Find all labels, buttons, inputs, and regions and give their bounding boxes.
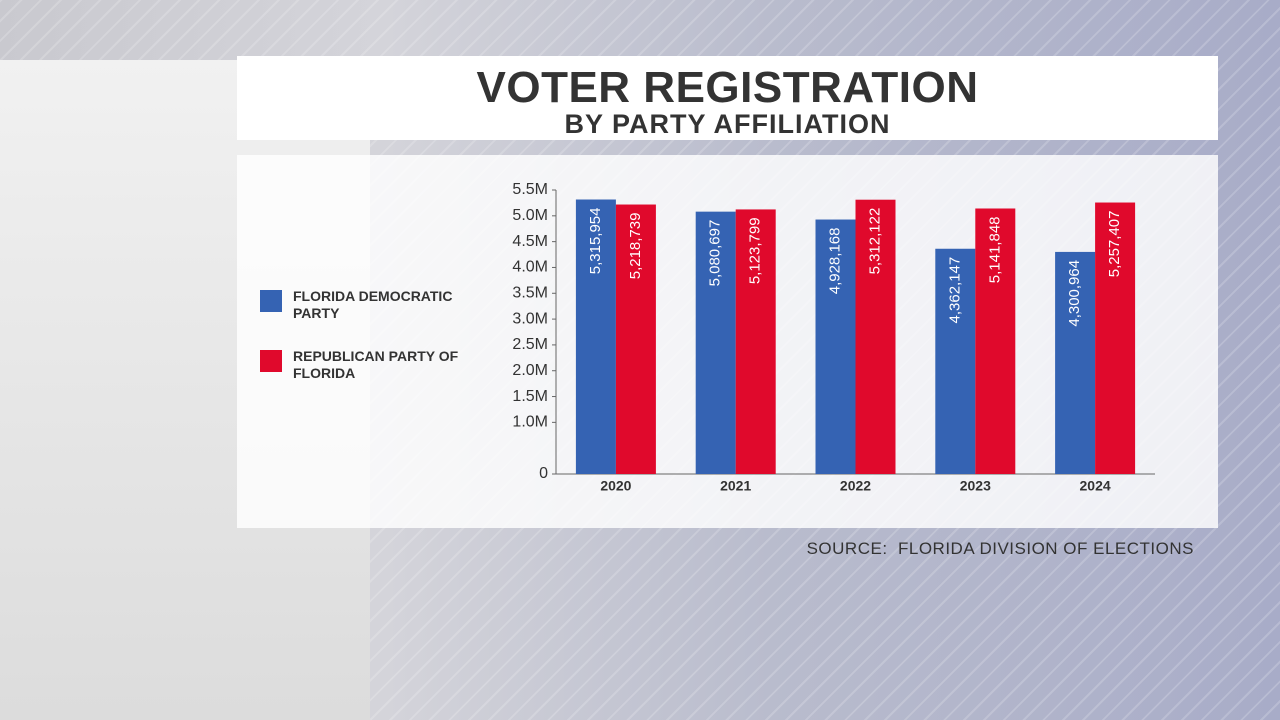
bar: [695, 211, 736, 474]
value-label: 4,362,147: [946, 257, 963, 324]
bar: [735, 209, 776, 474]
legend: FLORIDA DEMOCRATIC PARTY REPUBLICAN PARTY…: [260, 288, 480, 408]
bar: [575, 199, 616, 474]
legend-item: REPUBLICAN PARTY OF FLORIDA: [260, 348, 480, 382]
value-label: 4,928,168: [826, 228, 843, 295]
value-label: 5,315,954: [587, 208, 604, 275]
bar: [935, 248, 976, 474]
value-label: 5,080,697: [707, 220, 724, 287]
bar: [855, 199, 896, 474]
y-tick-label: 5.0M: [512, 207, 548, 224]
value-label: 5,312,122: [866, 208, 883, 275]
value-label: 5,123,799: [747, 217, 764, 284]
y-tick-label: 4.5M: [512, 233, 548, 250]
y-tick-label: 4.0M: [512, 259, 548, 276]
chart-title: VOTER REGISTRATION: [476, 63, 979, 112]
value-label: 5,141,848: [986, 216, 1003, 283]
x-tick-label: 2024: [1080, 478, 1111, 494]
x-tick-label: 2023: [960, 478, 991, 494]
y-tick-label: 2.5M: [512, 336, 548, 353]
bar: [975, 208, 1016, 475]
bar: [1055, 251, 1096, 474]
bar: [615, 204, 656, 474]
y-tick-label: 2.0M: [512, 362, 548, 379]
legend-item: FLORIDA DEMOCRATIC PARTY: [260, 288, 480, 322]
chart-subtitle: BY PARTY AFFILIATION: [564, 109, 891, 139]
legend-swatch: [260, 350, 282, 372]
legend-label: FLORIDA DEMOCRATIC PARTY: [293, 288, 453, 321]
value-label: 4,300,964: [1066, 260, 1083, 327]
bar: [815, 219, 856, 474]
y-tick-label: 3.0M: [512, 310, 548, 327]
x-tick-label: 2020: [600, 478, 631, 494]
source: SOURCE: FLORIDA DIVISION OF ELECTIONS: [806, 539, 1194, 558]
y-tick-label: 1.0M: [512, 414, 548, 431]
bar: [1095, 202, 1136, 475]
y-tick-label: 3.5M: [512, 284, 548, 301]
legend-swatch: [260, 290, 282, 312]
value-label: 5,218,739: [627, 213, 644, 280]
header: VOTER REGISTRATION BY PARTY AFFILIATION: [237, 56, 1218, 140]
x-tick-label: 2022: [840, 478, 871, 494]
y-tick-label: 5.5M: [512, 181, 548, 198]
legend-label: REPUBLICAN PARTY OF FLORIDA: [293, 348, 459, 381]
y-tick-label: 1.5M: [512, 388, 548, 405]
y-tick-label: 0: [539, 465, 548, 482]
value-label: 5,257,407: [1106, 211, 1123, 278]
x-tick-label: 2021: [720, 478, 751, 494]
